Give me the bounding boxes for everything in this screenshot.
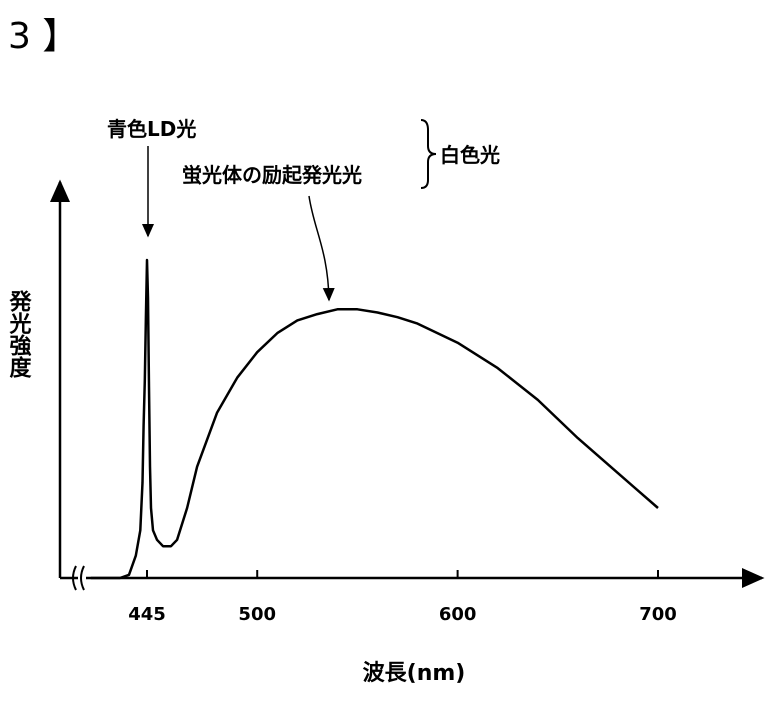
x-tick-label-445: 445 — [128, 604, 166, 625]
blue-ld-label: 青色LD光 — [107, 117, 196, 141]
figure-label: 3 】 — [8, 16, 78, 57]
phosphor-label: 蛍光体の励起発光光 — [182, 163, 362, 187]
white-light-label: 白色光 — [440, 143, 500, 167]
spectrum-line — [91, 260, 658, 578]
phosphor-arrow — [309, 196, 329, 300]
x-tick-label-600: 600 — [439, 604, 477, 625]
y-axis-title: 発光強度 — [6, 290, 33, 379]
x-axis-title: 波長(nm) — [363, 661, 466, 686]
white-light-brace — [421, 120, 436, 188]
x-tick-label-500: 500 — [238, 604, 276, 625]
x-tick-label-700: 700 — [639, 604, 677, 625]
x-tick-labels: 445 500 600 700 — [128, 604, 677, 625]
